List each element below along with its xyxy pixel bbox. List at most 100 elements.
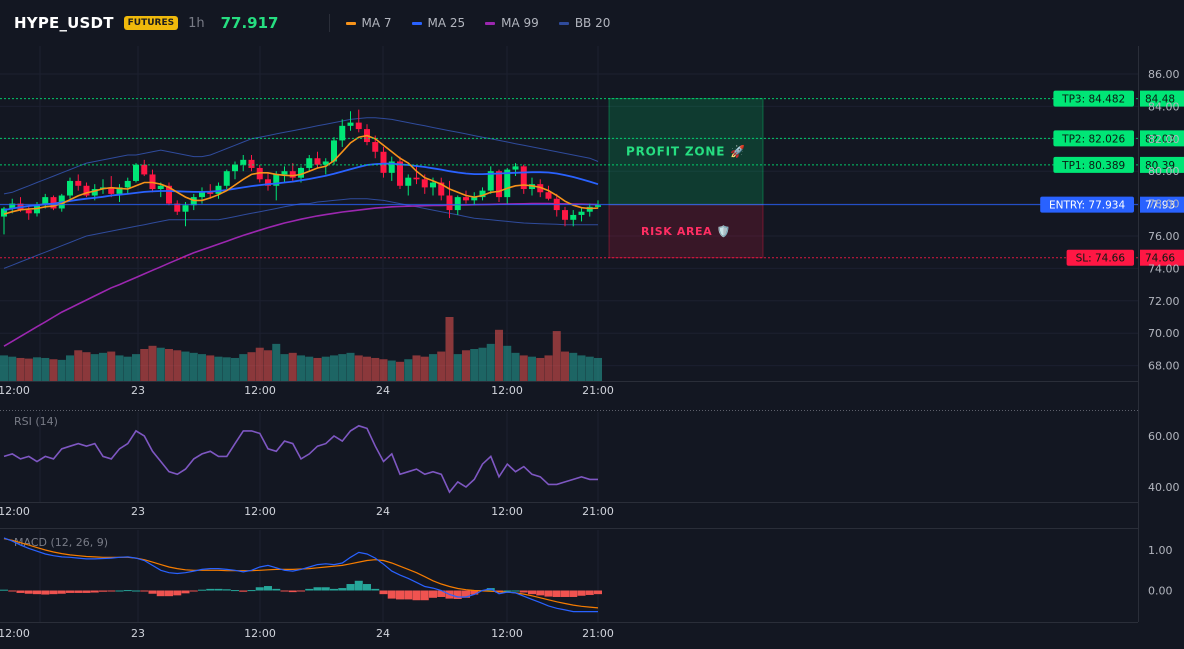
price-axis-tag[interactable] bbox=[1140, 249, 1184, 266]
volume-bar bbox=[445, 317, 454, 381]
level-tag[interactable] bbox=[1040, 196, 1134, 213]
legend-swatch bbox=[485, 21, 496, 25]
candle-body bbox=[322, 161, 329, 165]
price-tick: 68.00 bbox=[1148, 360, 1180, 373]
price-axis-tag[interactable] bbox=[1140, 130, 1184, 147]
time-label: 23 bbox=[131, 627, 145, 640]
macd-histogram-bar bbox=[24, 590, 33, 594]
macd-histogram-bar bbox=[437, 590, 446, 597]
volume-bar bbox=[107, 351, 116, 381]
volume-bar bbox=[321, 356, 330, 381]
legend-ma25[interactable]: MA 25 bbox=[411, 16, 465, 30]
volume-bar bbox=[404, 359, 413, 381]
macd-histogram-bar bbox=[16, 590, 25, 593]
candle-body bbox=[174, 203, 181, 212]
candle-body bbox=[108, 187, 115, 194]
macd-histogram-bar bbox=[396, 590, 404, 600]
macd-histogram-bar bbox=[544, 590, 553, 597]
macd-histogram-bar bbox=[379, 590, 388, 595]
macd-histogram-bar bbox=[363, 584, 371, 591]
level-tag[interactable] bbox=[1066, 249, 1134, 266]
candle-body bbox=[207, 192, 214, 194]
volume-bar bbox=[528, 356, 536, 381]
macd-histogram-bar bbox=[552, 590, 561, 597]
macd-histogram-bar bbox=[41, 590, 50, 595]
macd-panel[interactable] bbox=[0, 530, 1138, 622]
candle-body bbox=[512, 166, 519, 170]
macd-histogram-bar bbox=[189, 590, 198, 592]
price-axis-tag[interactable] bbox=[1140, 90, 1184, 107]
timeframe-label[interactable]: 1h bbox=[188, 15, 205, 31]
candle-body bbox=[595, 205, 601, 207]
legend-bb20[interactable]: BB 20 bbox=[558, 16, 611, 30]
candle-body bbox=[289, 171, 296, 178]
volume-bar bbox=[371, 357, 380, 381]
price-axis-tag[interactable] bbox=[1140, 156, 1184, 173]
rsi-title: RSI (14) bbox=[14, 415, 58, 428]
legend-ma7[interactable]: MA 7 bbox=[345, 16, 392, 30]
volume-bar bbox=[280, 354, 289, 381]
level-tag[interactable] bbox=[1053, 130, 1134, 147]
volume-bar bbox=[354, 355, 363, 381]
candle-body bbox=[91, 189, 98, 196]
rsi-panel[interactable] bbox=[0, 412, 1138, 502]
volume-bar bbox=[346, 352, 355, 381]
candle-body bbox=[479, 190, 486, 198]
macd-histogram-bar bbox=[330, 588, 338, 591]
symbol-label[interactable]: HYPE_USDT bbox=[14, 14, 114, 32]
price-tick: 82.00 bbox=[1148, 133, 1180, 146]
rsi-tick: 60.00 bbox=[1148, 430, 1180, 443]
legend-ma99[interactable]: MA 99 bbox=[485, 16, 539, 30]
candle-body bbox=[166, 185, 172, 204]
volume-bar bbox=[24, 358, 33, 381]
volume-bar bbox=[0, 355, 8, 381]
volume-bar bbox=[519, 355, 528, 381]
price-axis-tag-label: 84.48 bbox=[1145, 94, 1175, 106]
bb-upper-line bbox=[3, 117, 599, 195]
volume-bar bbox=[396, 361, 404, 381]
level-tag[interactable] bbox=[1053, 156, 1134, 173]
candle-body bbox=[504, 169, 511, 198]
level-tag[interactable] bbox=[1053, 90, 1134, 107]
volume-bar bbox=[49, 359, 58, 381]
volume-bar bbox=[148, 345, 157, 381]
volume-bar bbox=[181, 351, 190, 381]
candle-body bbox=[256, 167, 263, 180]
legend-label: BB 20 bbox=[574, 16, 611, 30]
volume-bar bbox=[82, 352, 91, 381]
candle-body bbox=[248, 159, 255, 168]
macd-histogram-bar bbox=[387, 590, 396, 599]
volume-bar bbox=[222, 357, 231, 381]
candle-body bbox=[471, 197, 478, 201]
candle-body bbox=[1, 208, 7, 217]
main-panel[interactable] bbox=[0, 46, 1138, 381]
volume-bar bbox=[470, 349, 479, 381]
volume-bar bbox=[247, 352, 256, 381]
price-axis-tag[interactable] bbox=[1140, 196, 1184, 213]
macd-histogram-bar bbox=[99, 590, 107, 592]
candle-body bbox=[223, 171, 230, 186]
level-tag-label: TP3: 84.482 bbox=[1061, 94, 1125, 106]
volume-bar bbox=[132, 354, 140, 381]
volume-bar bbox=[239, 354, 248, 381]
candle-body bbox=[463, 197, 469, 201]
candle-body bbox=[438, 182, 445, 196]
volume-bar bbox=[330, 355, 338, 381]
level-tag-label: SL: 74.66 bbox=[1076, 253, 1126, 265]
macd-histogram-bar bbox=[594, 590, 602, 595]
level-tag-label: TP2: 82.026 bbox=[1061, 133, 1125, 145]
price-tick: 86.00 bbox=[1148, 68, 1180, 81]
macd-histogram-bar bbox=[412, 590, 421, 601]
macd-histogram-bar bbox=[132, 590, 140, 592]
price-tick: 84.00 bbox=[1148, 100, 1180, 113]
candle-body bbox=[331, 140, 337, 162]
time-label: 12:00 bbox=[0, 384, 30, 397]
macd-histogram-bar bbox=[511, 590, 520, 592]
price-tick: 72.00 bbox=[1148, 295, 1180, 308]
macd-histogram-bar bbox=[503, 590, 512, 592]
legend-swatch bbox=[411, 21, 422, 25]
futures-badge: FUTURES bbox=[123, 16, 179, 30]
level-tag-label: ENTRY: 77.934 bbox=[1049, 200, 1125, 212]
macd-histogram-bar bbox=[354, 580, 363, 591]
